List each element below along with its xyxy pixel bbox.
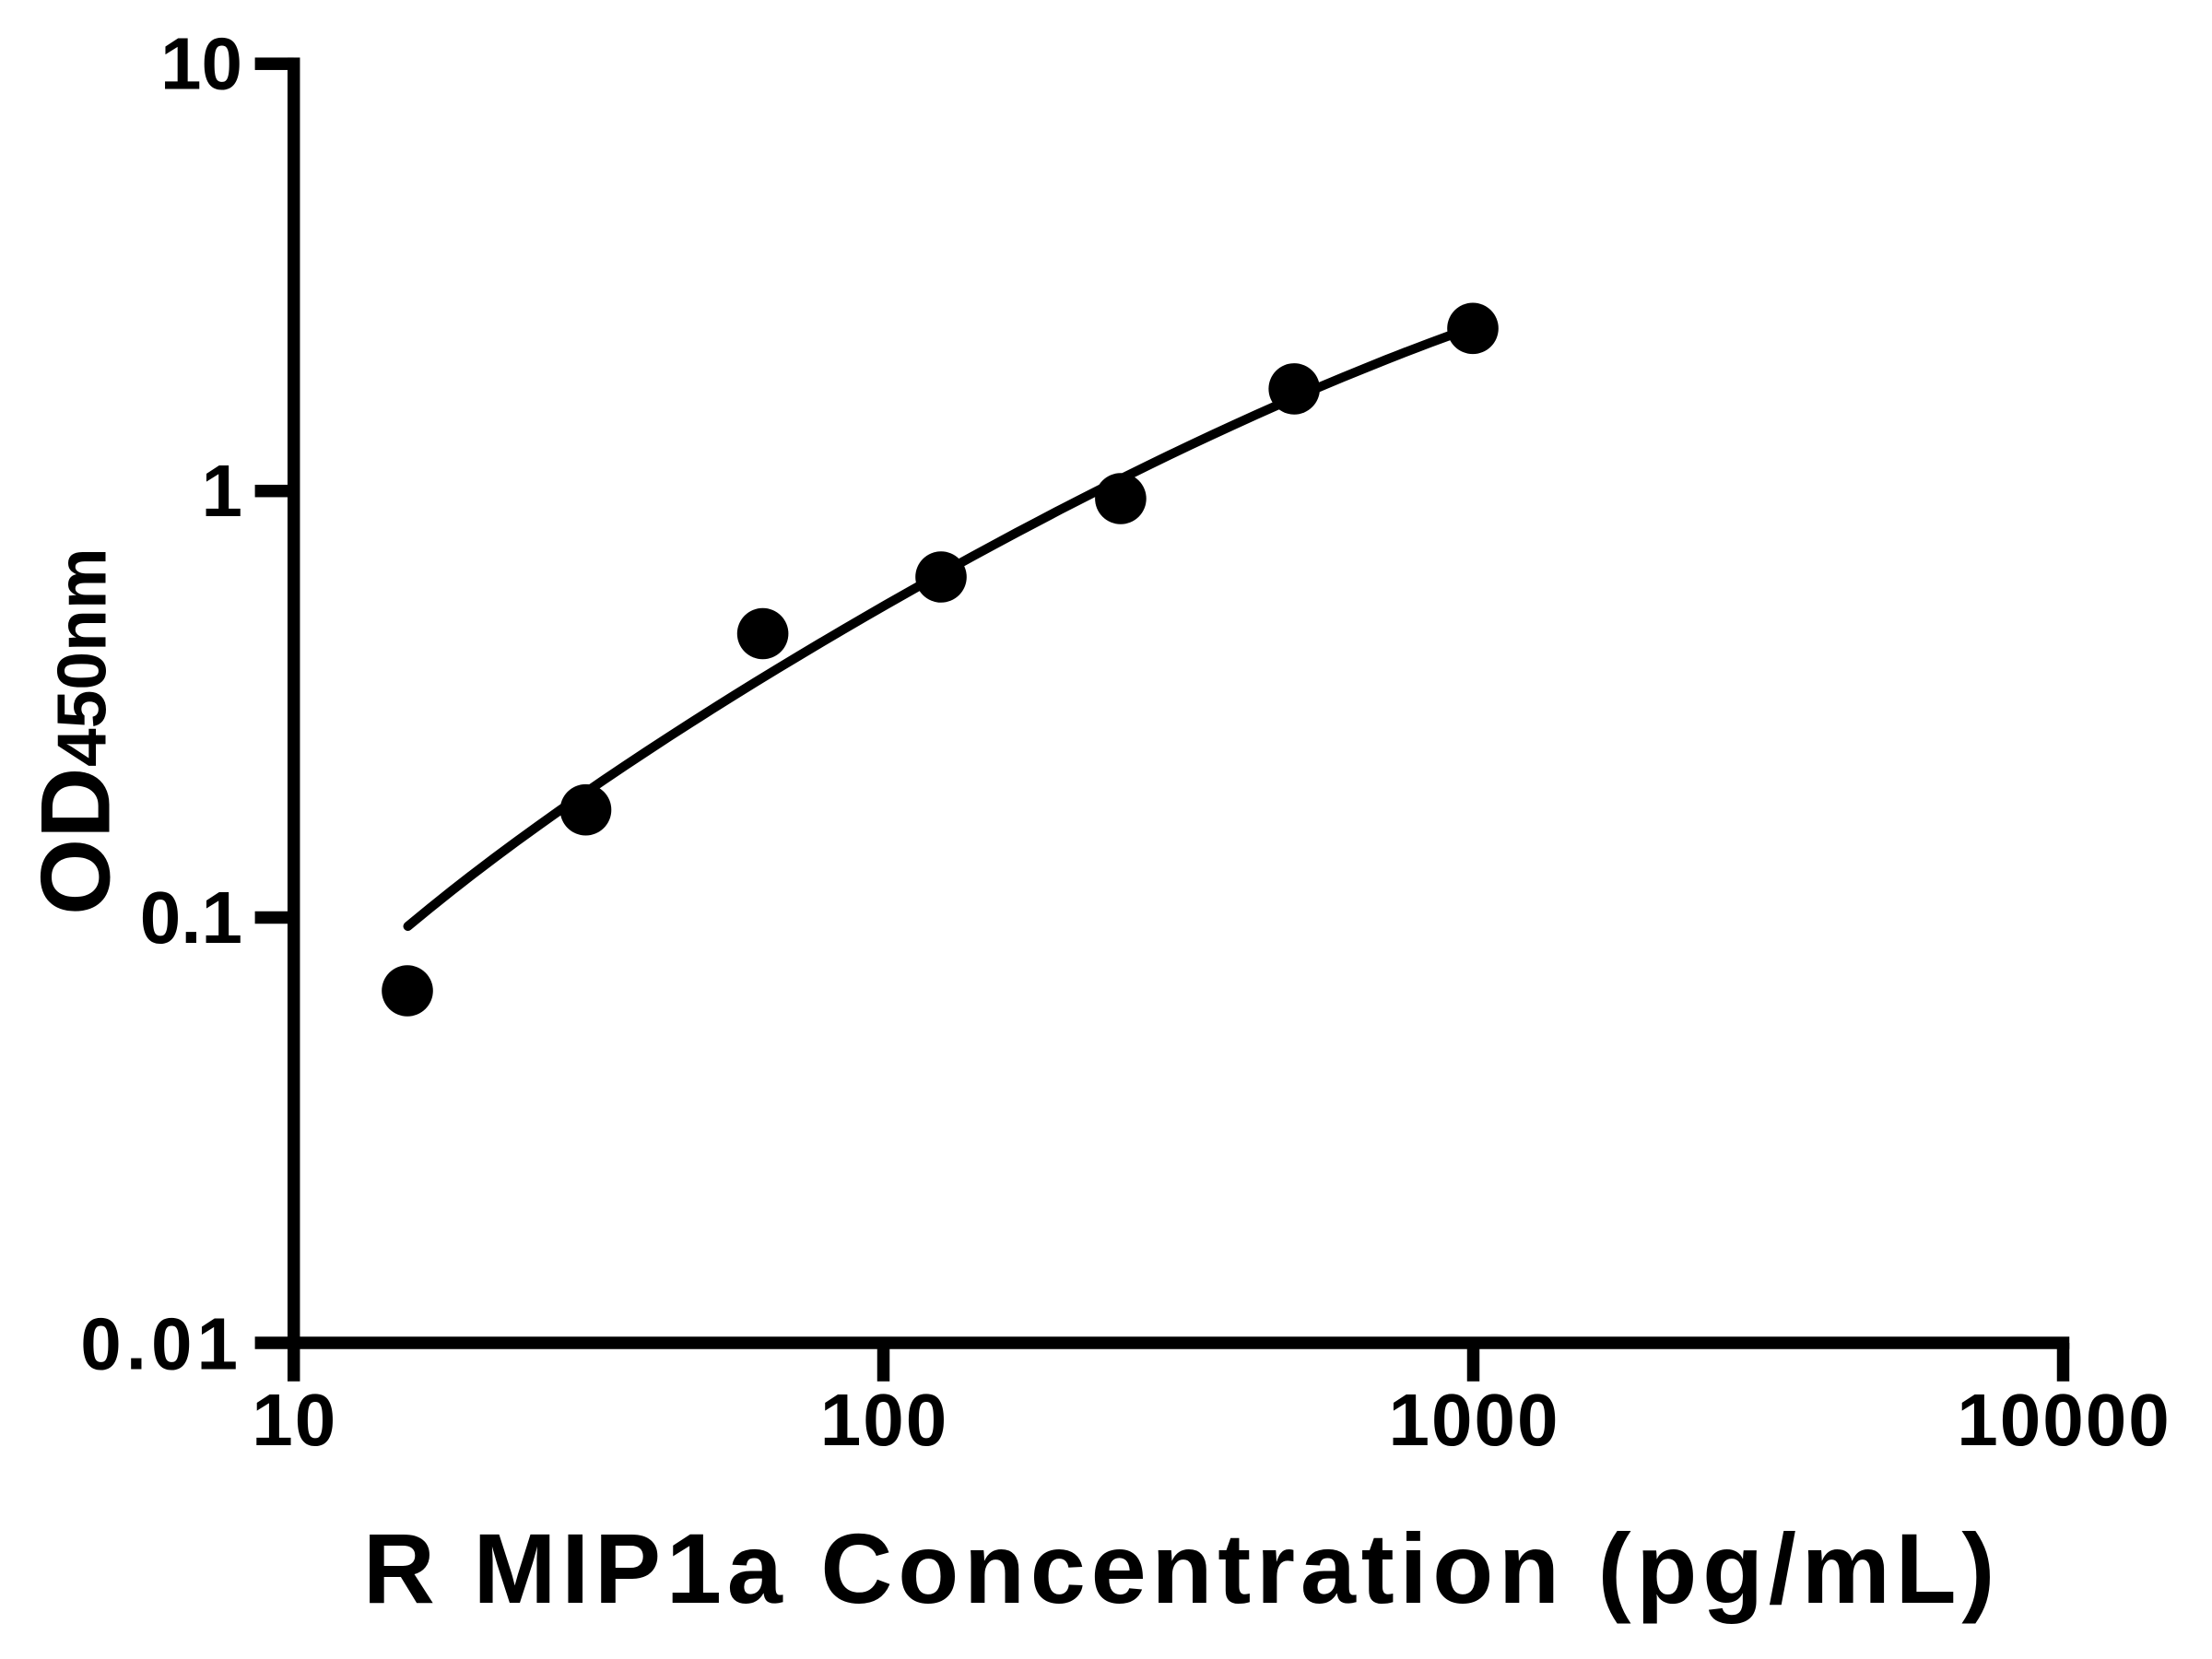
svg-text:100: 100: [820, 1379, 948, 1461]
svg-text:1: 1: [202, 450, 243, 532]
svg-text:0.01: 0.01: [80, 1303, 242, 1385]
svg-text:OD: OD: [20, 768, 131, 916]
svg-text:0.1: 0.1: [140, 877, 242, 959]
svg-text:R MIP1a Concentration (pg/mL): R MIP1a Concentration (pg/mL): [363, 1512, 2000, 1624]
svg-text:450nm: 450nm: [43, 547, 121, 767]
svg-text:10: 10: [160, 23, 242, 105]
svg-text:1000: 1000: [1389, 1379, 1560, 1461]
svg-text:10: 10: [252, 1379, 337, 1461]
svg-text:10000: 10000: [1957, 1379, 2171, 1461]
